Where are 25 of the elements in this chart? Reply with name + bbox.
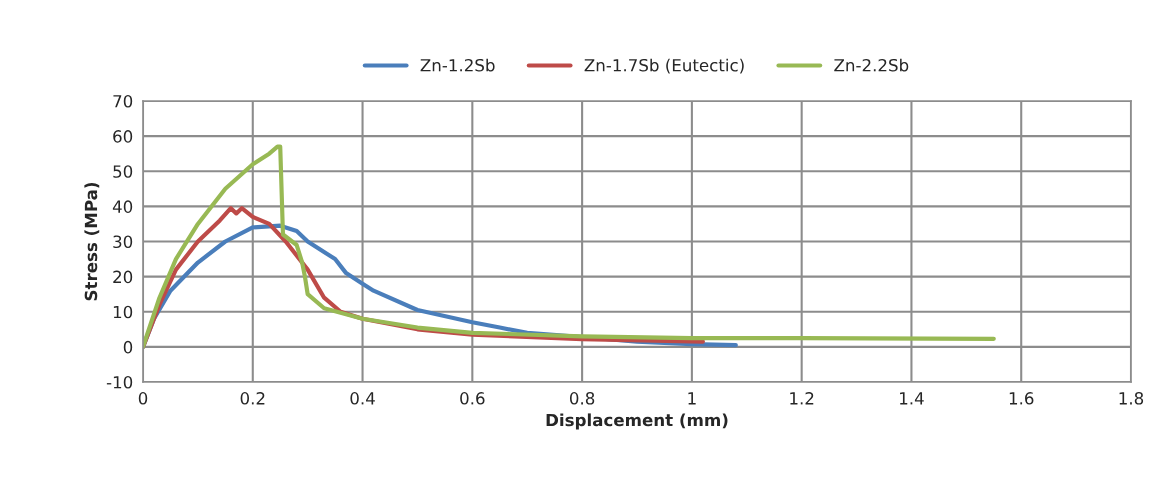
x-tick-label: 0.2 — [240, 392, 265, 405]
y-tick-label: 0 — [123, 340, 133, 354]
legend-label: Zn-1.2Sb — [420, 58, 495, 72]
x-tick-label: 0.8 — [569, 392, 595, 405]
y-tick-label: 50 — [113, 165, 133, 178]
x-tick-label: 1.6 — [1009, 392, 1034, 405]
x-tick-label: 1 — [688, 392, 696, 405]
y-tick-label: 30 — [113, 235, 133, 249]
x-tick-label: 0.4 — [350, 392, 375, 405]
legend-label: Zn-1.7Sb (Eutectic) — [584, 58, 744, 74]
legend-label: Zn-2.2Sb — [834, 58, 909, 72]
y-tick-label: 20 — [113, 270, 133, 284]
x-axis-title: Displacement (mm) — [546, 413, 728, 430]
y-axis-title: Stress (MPa) — [84, 182, 100, 301]
x-tick-label: 1.8 — [1119, 392, 1144, 405]
line-series — [143, 144, 996, 349]
y-tick-label: 70 — [113, 94, 133, 108]
x-tick-label: 1.2 — [790, 392, 814, 405]
x-tick-label: 0.6 — [460, 392, 485, 405]
x-tick-label: 1.4 — [900, 392, 924, 405]
x-tick-label: 0 — [138, 392, 148, 405]
y-tick-label: -10 — [106, 375, 133, 389]
y-tick-label: 10 — [113, 305, 133, 319]
y-tick-label: 40 — [112, 200, 133, 213]
y-tick-label: 60 — [113, 130, 133, 143]
